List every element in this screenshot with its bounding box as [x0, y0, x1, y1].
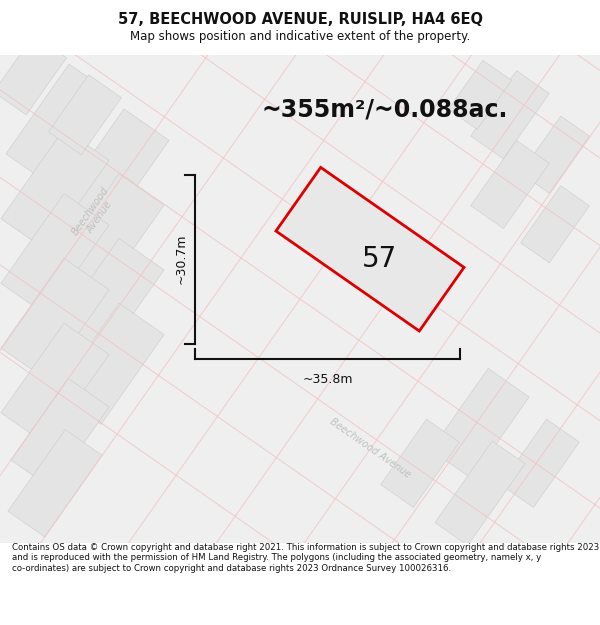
Polygon shape [1, 323, 109, 444]
Polygon shape [448, 61, 512, 129]
Polygon shape [56, 303, 164, 424]
Polygon shape [521, 116, 589, 193]
Text: 57: 57 [362, 245, 398, 273]
Text: ~35.8m: ~35.8m [302, 372, 353, 386]
Polygon shape [1, 194, 109, 315]
Text: 57, BEECHWOOD AVENUE, RUISLIP, HA4 6EQ: 57, BEECHWOOD AVENUE, RUISLIP, HA4 6EQ [118, 12, 482, 27]
Text: Contains OS data © Crown copyright and database right 2021. This information is : Contains OS data © Crown copyright and d… [12, 543, 599, 572]
Polygon shape [470, 141, 550, 229]
Polygon shape [276, 168, 464, 331]
Text: Map shows position and indicative extent of the property.: Map shows position and indicative extent… [130, 30, 470, 43]
Polygon shape [56, 238, 164, 359]
Polygon shape [521, 186, 589, 263]
Polygon shape [431, 368, 529, 479]
Text: ~355m²/~0.088ac.: ~355m²/~0.088ac. [262, 98, 508, 122]
Polygon shape [61, 109, 169, 230]
Polygon shape [11, 378, 109, 489]
Polygon shape [1, 129, 109, 250]
Polygon shape [470, 71, 550, 159]
Polygon shape [500, 419, 580, 508]
Polygon shape [435, 441, 525, 546]
Text: Beechwood Avenue: Beechwood Avenue [328, 417, 412, 480]
Text: ~30.7m: ~30.7m [175, 234, 187, 284]
Polygon shape [0, 35, 67, 115]
Polygon shape [8, 429, 102, 537]
Polygon shape [49, 75, 121, 155]
Polygon shape [56, 174, 164, 295]
Text: Beechwood
Avenue: Beechwood Avenue [70, 185, 120, 244]
Polygon shape [1, 258, 109, 379]
Polygon shape [380, 419, 460, 508]
Polygon shape [6, 64, 114, 185]
